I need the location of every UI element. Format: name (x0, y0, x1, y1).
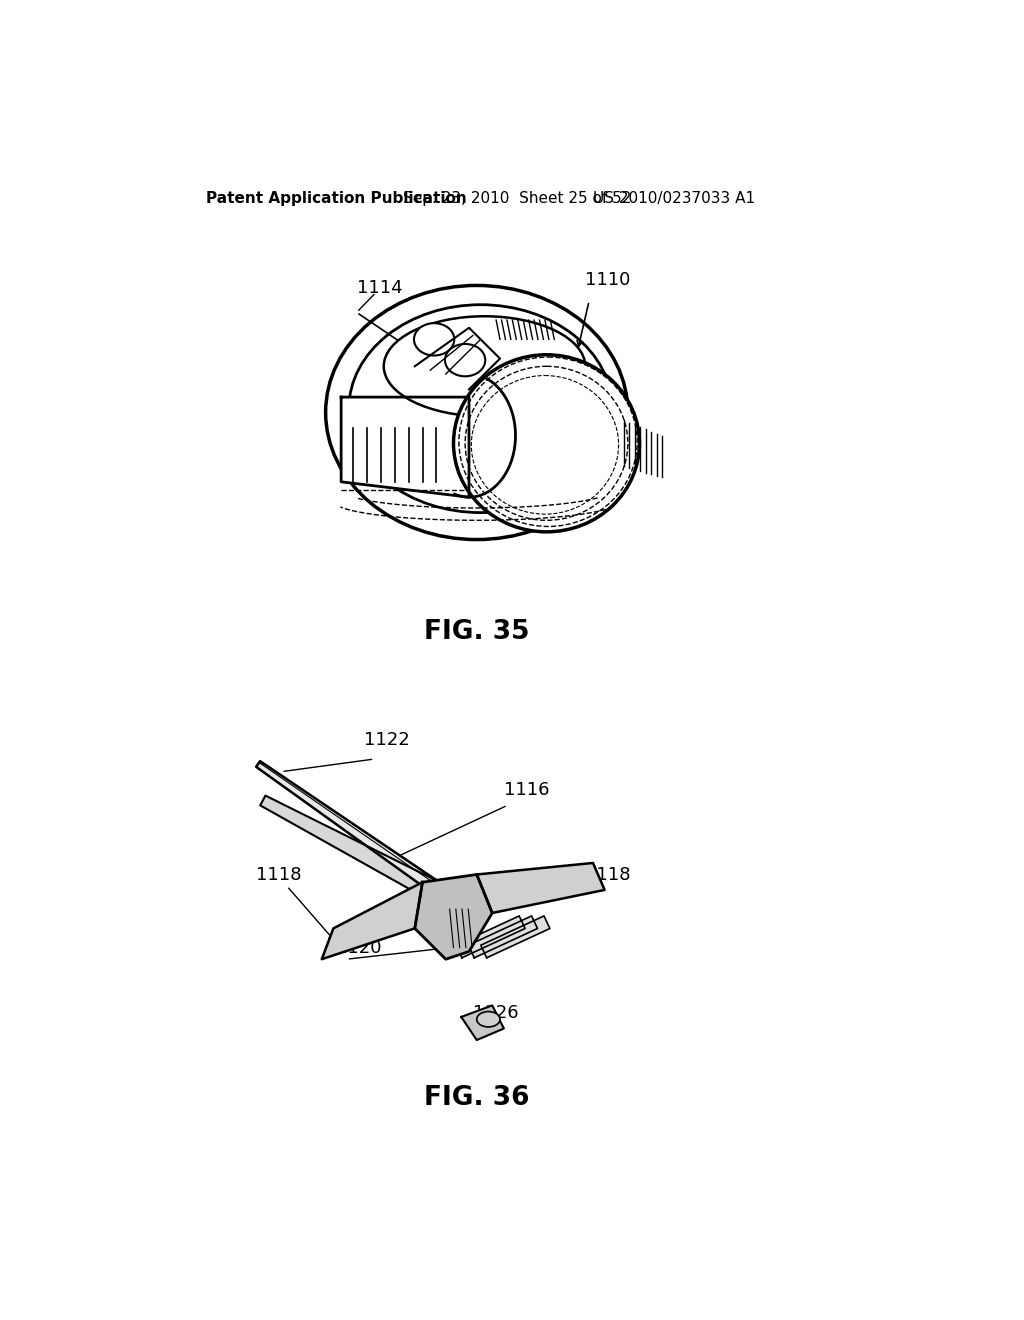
Text: 1118: 1118 (256, 866, 301, 883)
Text: Patent Application Publication: Patent Application Publication (206, 191, 466, 206)
Text: 1120: 1120 (336, 939, 381, 957)
Text: 1118: 1118 (586, 866, 631, 883)
Ellipse shape (414, 323, 455, 355)
Polygon shape (481, 916, 550, 958)
Ellipse shape (454, 355, 640, 532)
Polygon shape (461, 1006, 504, 1040)
Text: 1126: 1126 (473, 1005, 518, 1022)
Ellipse shape (384, 317, 586, 416)
Ellipse shape (477, 1011, 500, 1027)
Polygon shape (322, 882, 423, 960)
Text: US 2010/0237033 A1: US 2010/0237033 A1 (593, 191, 755, 206)
Text: 1110: 1110 (586, 271, 631, 289)
Polygon shape (256, 762, 465, 911)
Text: 1114: 1114 (356, 279, 402, 297)
Polygon shape (477, 863, 604, 913)
Text: FIG. 35: FIG. 35 (424, 619, 529, 645)
Ellipse shape (349, 305, 612, 512)
Polygon shape (468, 916, 538, 958)
Text: 1116: 1116 (504, 781, 549, 799)
Polygon shape (415, 874, 493, 960)
Ellipse shape (445, 345, 485, 376)
Ellipse shape (326, 285, 628, 540)
Polygon shape (456, 916, 525, 958)
Text: 1122: 1122 (365, 731, 411, 748)
Polygon shape (341, 397, 469, 498)
Text: FIG. 36: FIG. 36 (424, 1085, 529, 1111)
Text: Sep. 23, 2010  Sheet 25 of 52: Sep. 23, 2010 Sheet 25 of 52 (403, 191, 632, 206)
Polygon shape (260, 796, 467, 915)
